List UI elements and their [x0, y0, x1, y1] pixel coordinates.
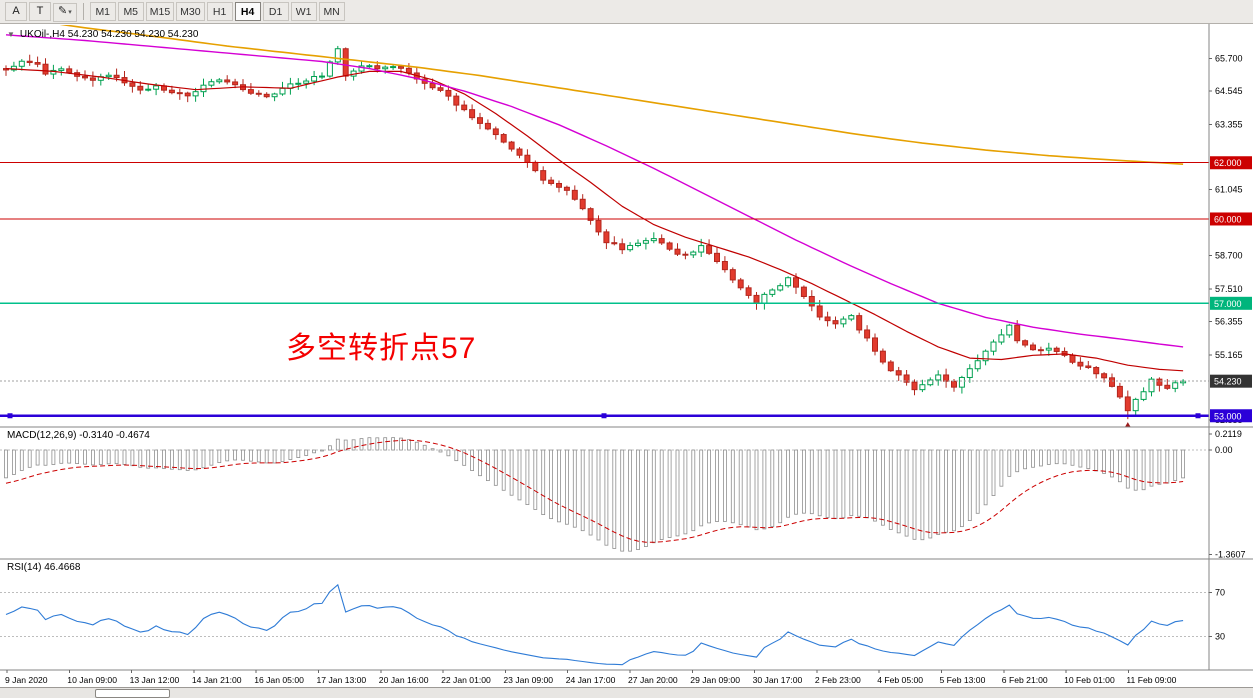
symbol-marker-icon: ▼ — [7, 30, 15, 39]
price-axis-label: 63.355 — [1215, 120, 1243, 130]
price-badge-62.000 — [1210, 156, 1252, 170]
rsi-axis-label: 30 — [1215, 632, 1225, 642]
rsi-line — [5, 583, 1184, 666]
time-axis-label: 5 Feb 13:00 — [940, 675, 986, 685]
price-badge-54.230 — [1210, 374, 1252, 388]
time-axis-label: 9 Jan 2020 — [5, 675, 48, 685]
time-axis-label: 4 Feb 05:00 — [877, 675, 923, 685]
time-axis-label: 23 Jan 09:00 — [503, 675, 553, 685]
macd-axis-label: 0.2119 — [1215, 429, 1242, 439]
candlestick-series — [3, 45, 1187, 420]
price-badge-57.000 — [1210, 296, 1252, 310]
timeframe-mn-button[interactable]: MN — [318, 2, 345, 22]
text-tool-button[interactable]: T — [29, 2, 51, 22]
timeframe-button-group: M1 M5 M15 M30 H1 H4 D1 W1 MN — [89, 2, 346, 22]
macd-histogram — [4, 437, 1185, 552]
time-axis-label: 10 Feb 01:00 — [1064, 675, 1115, 685]
timeframe-h1-button[interactable]: H1 — [206, 2, 233, 22]
ma-fast-line — [5, 68, 1184, 372]
macd-indicator-label: MACD(12,26,9) -0.3140 -0.4674 — [7, 430, 150, 441]
h-scrollbar[interactable] — [0, 687, 1253, 698]
price-axis-label: 61.045 — [1215, 185, 1243, 195]
ma-slow-line — [59, 25, 1184, 165]
hline-handle[interactable] — [601, 413, 607, 419]
label-tool-button[interactable]: A — [5, 2, 27, 22]
toolbar: A T ✎▾ M1 M5 M15 M30 H1 H4 D1 W1 MN — [0, 0, 1253, 24]
rsi-axis-label: 70 — [1215, 587, 1225, 597]
price-badge-53.000 — [1210, 409, 1252, 423]
price-badge-label: 53.000 — [1214, 411, 1242, 421]
symbol-ohlc-label: ▼ UKOil-,H4 54.230 54.230 54.230 54.230 — [7, 29, 198, 40]
price-axis-label: 55.165 — [1215, 350, 1243, 360]
price-axis-label: 65.700 — [1215, 54, 1243, 64]
chart-area[interactable]: 65.700 64.545 63.355 61.045 58.700 57.510 56.3… — [0, 24, 1253, 698]
timeframe-m15-button[interactable]: M15 — [145, 2, 175, 22]
chart-canvas[interactable]: 65.700 64.545 63.355 61.045 58.700 57.510 56.3… — [0, 24, 1253, 698]
h-scrollbar-thumb[interactable] — [95, 689, 170, 698]
price-badge-label: 57.000 — [1214, 299, 1242, 309]
time-axis-label: 20 Jan 16:00 — [379, 675, 429, 685]
price-panel[interactable] — [0, 24, 1209, 428]
hline-handle[interactable] — [7, 413, 13, 419]
price-axis-label: 58.700 — [1215, 251, 1243, 261]
symbol-ohlc-text: UKOil-,H4 54.230 54.230 54.230 54.230 — [19, 29, 199, 40]
rsi-panel[interactable] — [0, 583, 1209, 666]
time-axis-label: 17 Jan 13:00 — [317, 675, 367, 685]
price-badge-60.000 — [1210, 212, 1252, 226]
price-badge-label: 62.000 — [1214, 158, 1242, 168]
time-axis-label: 22 Jan 01:00 — [441, 675, 491, 685]
timeframe-d1-button[interactable]: D1 — [262, 2, 289, 22]
macd-panel[interactable] — [0, 437, 1209, 552]
price-badge-label: 60.000 — [1214, 214, 1242, 224]
time-axis-label: 13 Jan 12:00 — [130, 675, 180, 685]
price-axis-label: 56.355 — [1215, 316, 1243, 326]
up-arrow-marker[interactable] — [1124, 422, 1131, 428]
time-axis-label: 29 Jan 09:00 — [690, 675, 740, 685]
time-axis-label: 27 Jan 20:00 — [628, 675, 678, 685]
time-axis[interactable]: 9 Jan 2020 10 Jan 09:00 13 Jan 12:00 14 Jan… — [5, 670, 1177, 685]
tool-button-group: A T ✎▾ — [4, 1, 78, 22]
macd-axis-label: 0.00 — [1215, 445, 1233, 455]
hline-handle[interactable] — [1195, 413, 1201, 419]
macd-axis-label: -1.3607 — [1215, 549, 1246, 559]
time-axis-label: 14 Jan 21:00 — [192, 675, 242, 685]
price-badge-label: 54.230 — [1214, 377, 1242, 387]
timeframe-w1-button[interactable]: W1 — [290, 2, 317, 22]
time-axis-label: 16 Jan 05:00 — [254, 675, 304, 685]
timeframe-h4-button[interactable]: H4 — [234, 2, 261, 22]
dropdown-arrow-icon: ▾ — [68, 9, 72, 17]
ma-medium-line — [5, 34, 1184, 348]
indicator-axis: 0.2119 0.00 -1.3607 70 30 — [1209, 429, 1246, 642]
time-axis-label: 10 Jan 09:00 — [67, 675, 117, 685]
price-axis[interactable]: 65.700 64.545 63.355 61.045 58.700 57.510 56.3… — [1209, 54, 1252, 425]
price-axis-label: 57.510 — [1215, 284, 1243, 294]
draw-tool-button[interactable]: ✎▾ — [53, 2, 77, 22]
time-axis-label: 30 Jan 17:00 — [753, 675, 803, 685]
macd-signal-line — [5, 439, 1184, 543]
timeframe-m5-button[interactable]: M5 — [117, 2, 144, 22]
toolbar-divider — [82, 3, 84, 20]
time-axis-label: 24 Jan 17:00 — [566, 675, 616, 685]
timeframe-m30-button[interactable]: M30 — [176, 2, 205, 22]
rsi-indicator-label: RSI(14) 46.4668 — [7, 562, 81, 573]
time-axis-label: 6 Feb 21:00 — [1002, 675, 1048, 685]
annotation-text[interactable]: 多空转折点57 — [286, 332, 477, 365]
time-axis-label: 2 Feb 23:00 — [815, 675, 861, 685]
time-axis-label: 11 Feb 09:00 — [1126, 675, 1176, 685]
price-axis-label: 64.545 — [1215, 86, 1243, 96]
timeframe-m1-button[interactable]: M1 — [89, 2, 116, 22]
